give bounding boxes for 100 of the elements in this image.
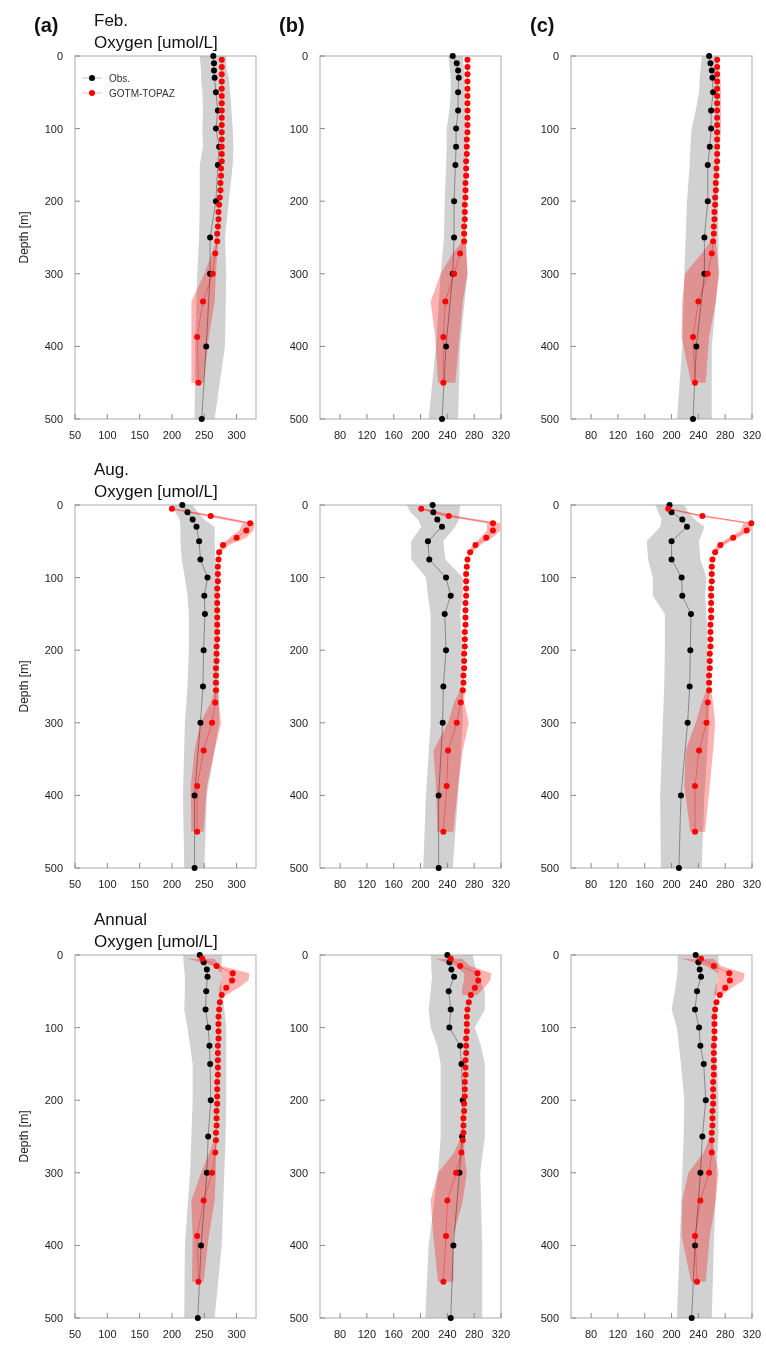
y-tick-label: 100 [44, 122, 63, 135]
y-axis-title: Depth [m] [17, 211, 31, 264]
y-tick-label: 400 [540, 789, 559, 802]
x-tick-label: 240 [689, 878, 708, 890]
y-tick-label: 300 [540, 267, 559, 280]
x-tick-label: 320 [742, 429, 762, 441]
chart-subtitle: Oxygen [umol/L] [94, 33, 218, 52]
text: (a) [34, 14, 59, 36]
y-tick-label: 300 [540, 1166, 559, 1179]
x-tick-label: 120 [357, 429, 377, 441]
y-tick-label: 100 [289, 122, 308, 135]
x-tick-label: 200 [662, 429, 681, 441]
x-tick-label: 300 [227, 878, 246, 890]
x-tick-label: 200 [162, 429, 182, 441]
x-tick-label: 100 [98, 1328, 117, 1340]
y-tick-label: 300 [289, 716, 308, 729]
x-tick-label: 240 [689, 1328, 708, 1340]
x-tick-label: 80 [584, 429, 598, 441]
y-tick-label: 400 [540, 1239, 559, 1252]
y-tick-label: 0 [301, 499, 308, 511]
y-tick-label: 400 [540, 340, 559, 353]
y-tick-label: 100 [44, 571, 63, 584]
x-tick-label: 240 [689, 429, 708, 441]
x-tick-label: 80 [333, 429, 347, 441]
y-tick-label: 300 [289, 1166, 308, 1179]
x-tick-label: 160 [384, 429, 403, 441]
y-tick-label: 400 [44, 340, 63, 353]
x-tick-label: 120 [357, 1328, 377, 1340]
y-tick-label: 0 [552, 50, 559, 62]
x-tick-label: 280 [716, 1328, 735, 1340]
x-tick-label: 250 [195, 429, 214, 441]
legend-label: GOTM-TOPAZ [109, 88, 175, 99]
x-tick-label: 240 [438, 429, 457, 441]
y-tick-label: 400 [289, 340, 308, 353]
y-tick-label: 0 [552, 949, 559, 961]
y-tick-label: 200 [289, 644, 308, 657]
chart-title: Annual [94, 910, 147, 929]
y-tick-label: 500 [540, 862, 559, 874]
x-tick-label: 160 [384, 878, 403, 890]
x-tick-label: 320 [491, 1328, 511, 1340]
y-tick-label: 400 [44, 1239, 63, 1252]
chart-subtitle: Oxygen [umol/L] [94, 482, 218, 501]
x-tick-label: 150 [130, 429, 149, 441]
y-tick-label: 500 [289, 1312, 308, 1324]
x-tick-label: 120 [608, 878, 628, 890]
x-tick-label: 200 [662, 878, 681, 890]
y-tick-label: 500 [540, 1312, 559, 1324]
x-tick-label: 250 [195, 1328, 214, 1340]
x-tick-label: 50 [68, 1328, 82, 1340]
x-tick-label: 200 [411, 429, 430, 441]
y-tick-label: 300 [44, 1166, 63, 1179]
y-tick-label: 200 [44, 1094, 63, 1107]
x-tick-label: 80 [333, 1328, 347, 1340]
y-tick-label: 500 [44, 1312, 63, 1324]
x-tick-label: 160 [635, 1328, 654, 1340]
x-tick-label: 200 [411, 878, 430, 890]
y-tick-label: 300 [44, 267, 63, 280]
x-tick-label: 50 [68, 878, 82, 890]
chart-subtitle: Oxygen [umol/L] [94, 932, 218, 951]
x-tick-label: 160 [384, 1328, 403, 1340]
x-tick-label: 280 [716, 878, 735, 890]
x-tick-label: 240 [438, 878, 457, 890]
y-tick-label: 200 [540, 644, 559, 657]
x-tick-label: 280 [465, 1328, 484, 1340]
x-tick-label: 120 [608, 1328, 628, 1340]
x-tick-label: 200 [411, 1328, 430, 1340]
y-tick-label: 300 [44, 716, 63, 729]
x-tick-label: 320 [742, 1328, 762, 1340]
x-tick-label: 200 [662, 1328, 681, 1340]
y-tick-label: 100 [540, 1021, 559, 1034]
y-axis-title: Depth [m] [17, 1110, 31, 1163]
y-tick-label: 500 [44, 862, 63, 874]
legend-label: Obs. [109, 73, 131, 84]
y-tick-label: 200 [289, 195, 308, 208]
y-tick-label: 200 [540, 1094, 559, 1107]
y-tick-label: 0 [56, 949, 63, 961]
y-tick-label: 100 [540, 122, 559, 135]
y-tick-label: 100 [289, 571, 308, 584]
y-tick-label: 400 [44, 789, 63, 802]
y-tick-label: 100 [44, 1021, 63, 1034]
y-tick-label: 0 [56, 50, 63, 62]
x-tick-label: 320 [491, 878, 511, 890]
y-tick-label: 400 [289, 1239, 308, 1252]
y-tick-label: 0 [56, 499, 63, 511]
y-tick-label: 200 [44, 195, 63, 208]
x-tick-label: 120 [608, 429, 628, 441]
x-tick-label: 100 [98, 429, 117, 441]
x-tick-label: 80 [584, 1328, 598, 1340]
y-tick-label: 100 [289, 1021, 308, 1034]
x-tick-label: 200 [162, 1328, 182, 1340]
x-tick-label: 240 [438, 1328, 457, 1340]
x-tick-label: 250 [195, 878, 214, 890]
y-tick-label: 400 [289, 789, 308, 802]
y-tick-label: 500 [289, 862, 308, 874]
y-tick-label: 500 [44, 413, 63, 425]
y-tick-label: 200 [44, 644, 63, 657]
x-tick-label: 80 [333, 878, 347, 890]
x-tick-label: 50 [68, 429, 82, 441]
x-tick-label: 320 [742, 878, 762, 890]
y-tick-label: 200 [540, 195, 559, 208]
